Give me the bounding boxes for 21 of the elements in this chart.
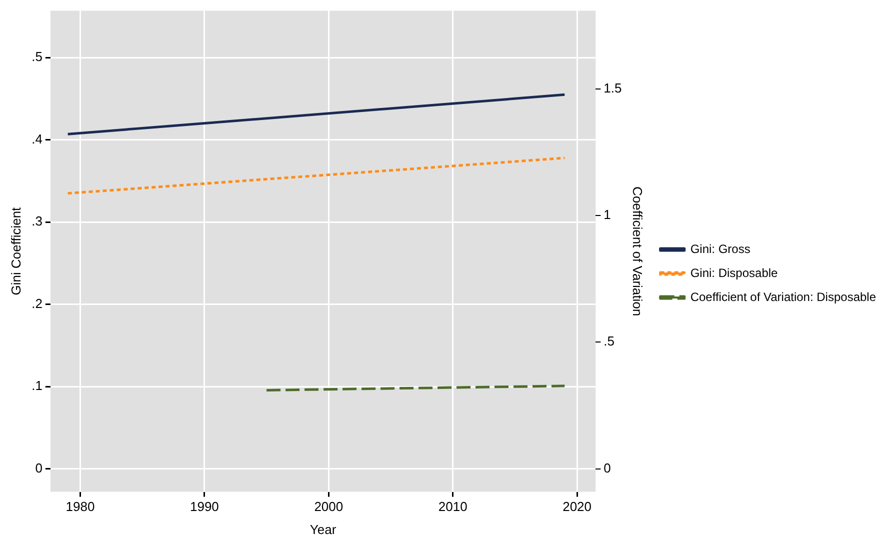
x-tick-label: 2020 xyxy=(562,499,592,514)
legend-label: Coefficient of Variation: Disposable xyxy=(690,290,876,304)
x-tick-label: 1980 xyxy=(66,499,95,514)
x-tick-label: 2000 xyxy=(314,499,344,514)
y-tick-label: .1 xyxy=(32,378,42,394)
y2-axis-title: Coefficient of Variation xyxy=(630,186,645,316)
x-axis-title: Year xyxy=(310,522,337,537)
y2-tick-label: .5 xyxy=(604,334,615,349)
y-axis-title: Gini Coefficient xyxy=(8,206,24,296)
x-tick-label: 2010 xyxy=(438,499,468,514)
y2-tick-label: 1 xyxy=(604,207,611,222)
x-tick-label: 1990 xyxy=(190,499,219,514)
legend-label: Gini: Disposable xyxy=(690,266,778,280)
y-tick-label: .2 xyxy=(32,296,42,311)
legend-label: Gini: Gross xyxy=(690,242,750,256)
y2-tick-label: 1.5 xyxy=(604,80,622,96)
y2-tick-label: 0 xyxy=(604,460,611,476)
y-tick-label: .3 xyxy=(32,214,42,229)
y-tick-label: .5 xyxy=(32,49,42,64)
y-tick-label: .4 xyxy=(32,131,42,146)
y-tick-label: 0 xyxy=(35,460,42,476)
